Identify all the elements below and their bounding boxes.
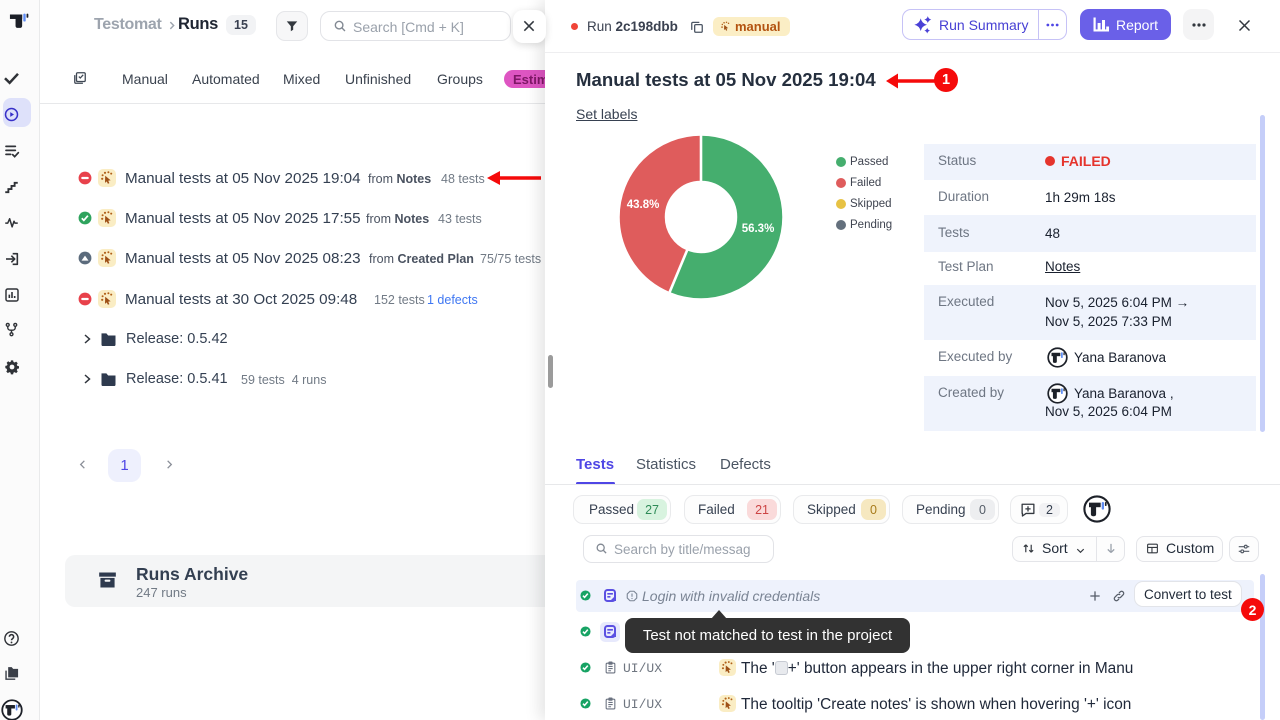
svg-text:43.8%: 43.8% xyxy=(627,199,660,211)
svg-text:56.3%: 56.3% xyxy=(742,223,775,235)
